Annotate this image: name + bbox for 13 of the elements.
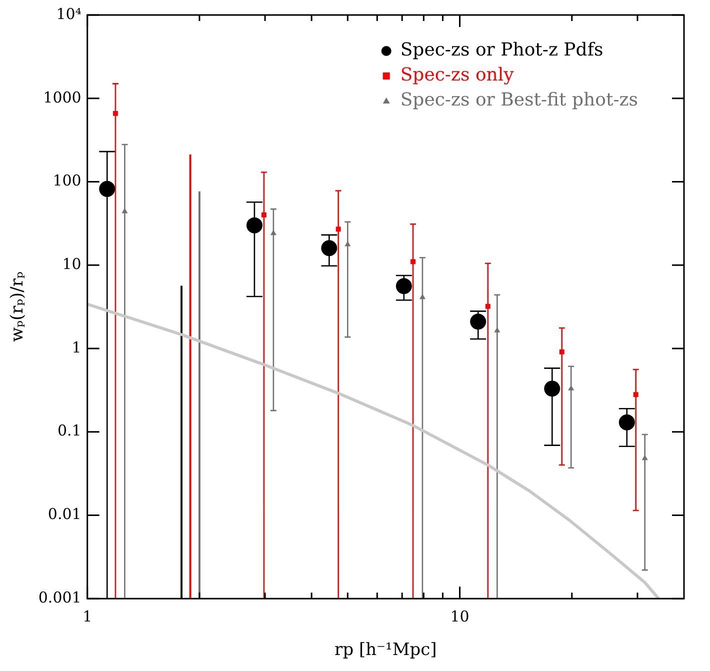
legend-label: Spec-zs only	[400, 64, 515, 86]
y-tick-label: 100	[52, 172, 82, 190]
legend-label: Spec-zs or Phot-z Pdfs	[400, 40, 604, 61]
y-tick-label: 10	[62, 255, 82, 274]
y-tick-label: 1	[72, 338, 82, 356]
y-tick-label: 0.001	[38, 588, 82, 606]
y-tick-label: 0.1	[57, 422, 82, 440]
x-axis-title: rp [h⁻¹Mpc]	[334, 640, 437, 660]
y-axis-title: wₚ(rₚ)/rₚ	[8, 272, 28, 342]
y-tick-label: 1000	[43, 88, 82, 106]
y-tick-label: 0.01	[48, 505, 82, 524]
y-tick-label: 10⁴	[56, 4, 82, 23]
legend-label: Spec-zs or Best-fit phot-zs	[400, 90, 638, 111]
